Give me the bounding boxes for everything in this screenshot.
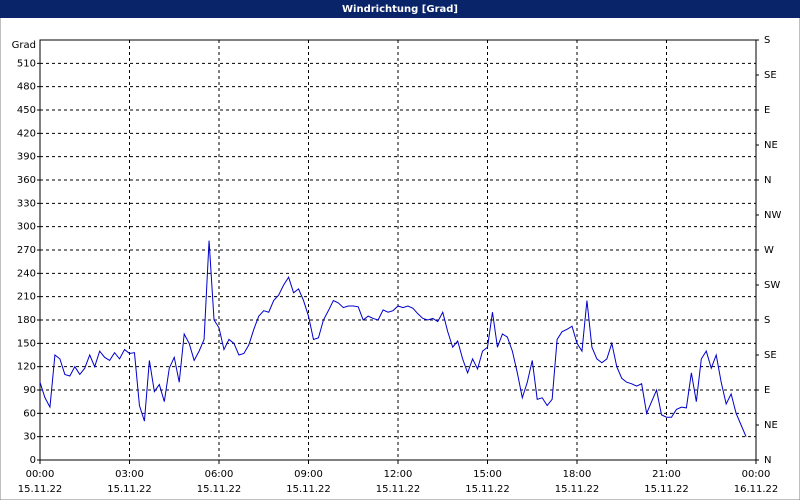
y-tick-label: 240 xyxy=(17,268,36,279)
x-tick-date: 15.11.22 xyxy=(18,484,63,495)
x-tick-label: 18:00 xyxy=(563,469,592,480)
x-tick-label: 06:00 xyxy=(205,469,234,480)
y-tick-label: 390 xyxy=(17,152,36,163)
y-tick-label: 150 xyxy=(17,338,36,349)
y2-tick-label: NE xyxy=(764,140,778,151)
x-tick-date: 15.11.22 xyxy=(555,484,600,495)
y2-tick-label: SW xyxy=(764,280,780,291)
y2-tick-label: SE xyxy=(764,350,777,361)
y-tick-label: 90 xyxy=(23,385,36,396)
y-tick-label: 270 xyxy=(17,245,36,256)
y2-tick-label: S xyxy=(764,35,770,46)
x-tick-label: 09:00 xyxy=(294,469,323,480)
data-line xyxy=(39,240,747,437)
window-title: Windrichtung [Grad] xyxy=(342,4,458,15)
x-tick-date: 15.11.22 xyxy=(644,484,689,495)
y2-tick-label: E xyxy=(764,385,770,396)
y-tick-label: 510 xyxy=(17,58,36,69)
y-tick-label: 30 xyxy=(23,432,36,443)
y2-tick-label: E xyxy=(764,105,770,116)
x-tick-label: 21:00 xyxy=(652,469,681,480)
title-bar xyxy=(0,0,800,18)
y2-tick-label: NE xyxy=(764,420,778,431)
y-tick-label: 0 xyxy=(30,455,36,466)
y-tick-label: 360 xyxy=(17,175,36,186)
y2-tick-label: N xyxy=(764,455,771,466)
x-tick-label: 00:00 xyxy=(26,469,55,480)
y2-tick-label: NW xyxy=(764,210,781,221)
x-tick-label: 03:00 xyxy=(115,469,144,480)
y2-tick-label: S xyxy=(764,315,770,326)
y-axis-label: Grad xyxy=(12,40,36,51)
x-tick-date: 15.11.22 xyxy=(376,484,421,495)
x-tick-label: 15:00 xyxy=(473,469,502,480)
y-tick-label: 300 xyxy=(17,222,36,233)
y2-tick-label: N xyxy=(764,175,771,186)
x-tick-date: 15.11.22 xyxy=(107,484,152,495)
y-tick-label: 330 xyxy=(17,198,36,209)
y-tick-label: 180 xyxy=(17,315,36,326)
y2-tick-label: W xyxy=(764,245,774,256)
x-tick-label: 00:00 xyxy=(742,469,771,480)
x-tick-date: 16.11.22 xyxy=(734,484,779,495)
y-tick-label: 120 xyxy=(17,362,36,373)
y-tick-label: 210 xyxy=(17,292,36,303)
y2-tick-label: SE xyxy=(764,70,777,81)
x-tick-date: 15.11.22 xyxy=(465,484,510,495)
y-tick-label: 60 xyxy=(23,408,36,419)
y-tick-label: 420 xyxy=(17,128,36,139)
x-tick-label: 12:00 xyxy=(384,469,413,480)
x-tick-date: 15.11.22 xyxy=(286,484,331,495)
x-tick-date: 15.11.22 xyxy=(197,484,242,495)
y-tick-label: 480 xyxy=(17,82,36,93)
y-tick-label: 450 xyxy=(17,105,36,116)
